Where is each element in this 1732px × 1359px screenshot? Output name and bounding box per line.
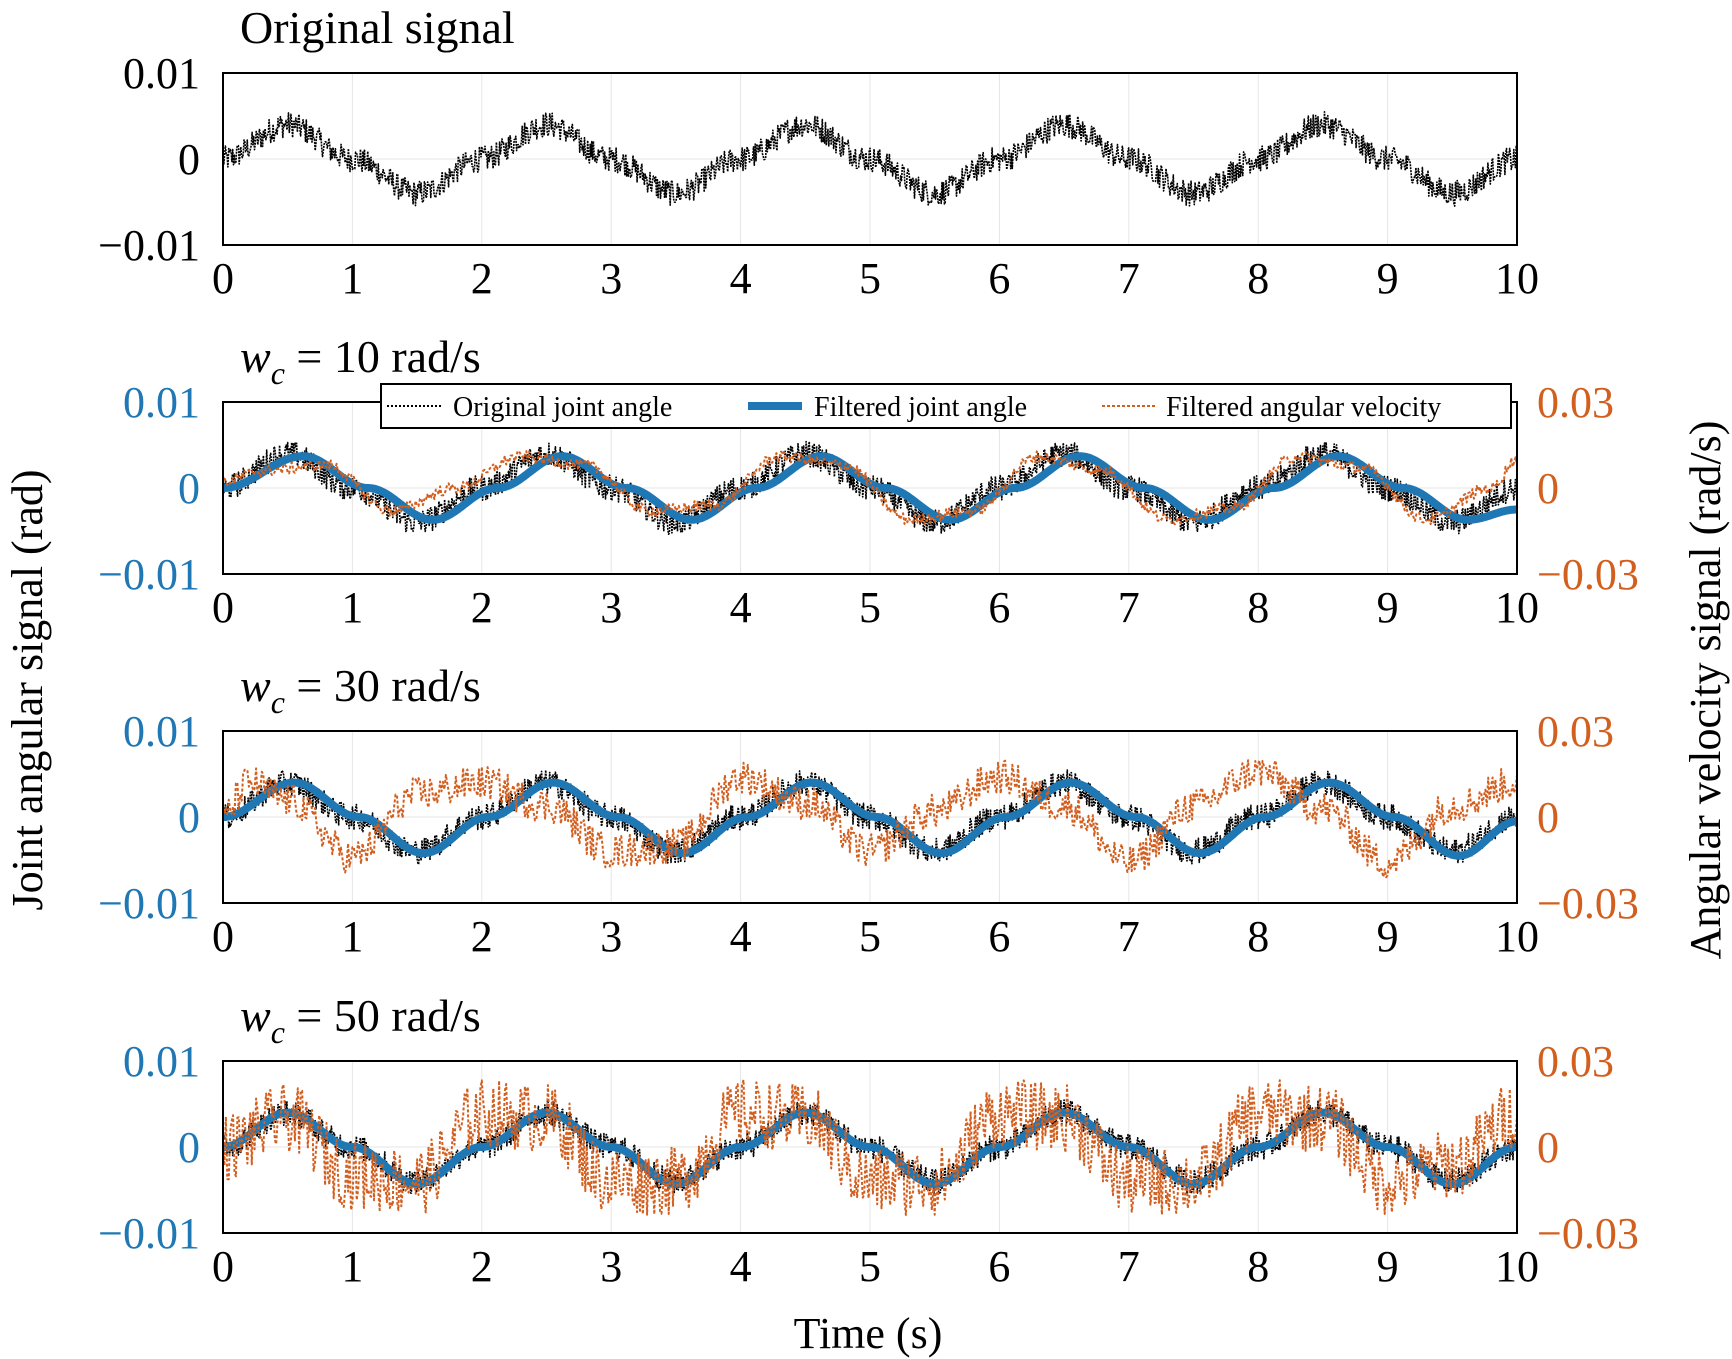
x-tick-label: 7 [1118, 912, 1140, 961]
x-tick-label: 2 [471, 912, 493, 961]
x-tick-label: 2 [471, 254, 493, 303]
x-tick-label: 3 [600, 912, 622, 961]
x-tick-label: 6 [988, 254, 1010, 303]
x-tick-label: 9 [1377, 254, 1399, 303]
legend: Original joint angle Filtered joint angl… [380, 383, 1512, 429]
x-tick-label: 10 [1495, 912, 1539, 961]
x-tick-label: 9 [1377, 912, 1399, 961]
plot-frame [222, 72, 1518, 246]
x-tick-label: 8 [1247, 254, 1269, 303]
legend-box [380, 383, 1512, 429]
y2-tick-label: 0 [1537, 793, 1559, 842]
y-tick-label: 0.01 [123, 378, 200, 427]
legend-label-original: Original joint angle [453, 392, 672, 423]
x-tick-label: 3 [600, 254, 622, 303]
series-filtered-angular-velocity [222, 1078, 1518, 1216]
series-filtered-angular-velocity [222, 449, 1518, 526]
series-filtered-joint-angle [220, 452, 1520, 524]
x-tick-label: 2 [471, 583, 493, 632]
y2-tick-label: 0 [1537, 1123, 1559, 1172]
x-tick-label: 7 [1118, 583, 1140, 632]
x-tick-label: 6 [988, 1242, 1010, 1291]
y-tick-label: 0 [178, 1123, 200, 1172]
series-original-joint-angle [222, 769, 1518, 865]
y-tick-label: 0.01 [123, 1037, 200, 1086]
y2-tick-label: 0 [1537, 464, 1559, 513]
x-tick-label: 5 [859, 1242, 881, 1291]
series-original-joint-angle [222, 111, 1518, 207]
panel-title: wc = 30 rad/s [240, 660, 481, 720]
x-tick-label: 7 [1118, 1242, 1140, 1291]
y2-tick-label: −0.03 [1537, 550, 1639, 599]
x-tick-label: 5 [859, 912, 881, 961]
y2-tick-label: 0.03 [1537, 707, 1614, 756]
x-tick-label: 0 [212, 912, 234, 961]
x-tick-label: 0 [212, 1242, 234, 1291]
x-tick-label: 8 [1247, 1242, 1269, 1291]
y-tick-label: −0.01 [98, 550, 200, 599]
panel-title: Original signal [240, 2, 515, 53]
x-tick-label: 10 [1495, 254, 1539, 303]
panel-title: wc = 10 rad/s [240, 331, 481, 391]
ylabel-right: Angular velocity signal (rad/s) [1681, 421, 1730, 960]
x-tick-label: 8 [1247, 583, 1269, 632]
y-tick-label: 0 [178, 464, 200, 513]
plot-frame [222, 1060, 1518, 1234]
x-tick-label: 0 [212, 254, 234, 303]
y2-tick-label: −0.03 [1537, 879, 1639, 928]
x-tick-label: 6 [988, 912, 1010, 961]
y-tick-label: −0.01 [98, 221, 200, 270]
x-tick-label: 1 [341, 912, 363, 961]
x-tick-label: 7 [1118, 254, 1140, 303]
y-tick-label: 0 [178, 793, 200, 842]
x-tick-label: 0 [212, 583, 234, 632]
x-tick-label: 9 [1377, 1242, 1399, 1291]
y-tick-label: −0.01 [98, 879, 200, 928]
x-tick-label: 4 [730, 912, 752, 961]
series-filtered-angular-velocity [222, 759, 1518, 879]
y2-tick-label: 0.03 [1537, 378, 1614, 427]
x-tick-label: 4 [730, 583, 752, 632]
x-tick-label: 5 [859, 583, 881, 632]
x-tick-label: 1 [341, 583, 363, 632]
x-tick-label: 3 [600, 583, 622, 632]
x-tick-label: 4 [730, 1242, 752, 1291]
y-tick-label: −0.01 [98, 1209, 200, 1258]
ylabel-left: Joint angular signal (rad) [3, 469, 52, 910]
plot-frame [222, 730, 1518, 904]
y-tick-label: 0.01 [123, 49, 200, 98]
y-tick-label: 0 [178, 135, 200, 184]
legend-label-filtered: Filtered joint angle [814, 392, 1027, 423]
legend-label-velocity: Filtered angular velocity [1166, 392, 1441, 423]
x-tick-label: 9 [1377, 583, 1399, 632]
x-tick-label: 10 [1495, 1242, 1539, 1291]
y2-tick-label: −0.03 [1537, 1209, 1639, 1258]
x-tick-label: 3 [600, 1242, 622, 1291]
x-tick-label: 10 [1495, 583, 1539, 632]
x-tick-label: 1 [341, 254, 363, 303]
y2-tick-label: 0.03 [1537, 1037, 1614, 1086]
x-tick-label: 1 [341, 1242, 363, 1291]
x-tick-label: 5 [859, 254, 881, 303]
x-tick-label: 8 [1247, 912, 1269, 961]
panel-title: wc = 50 rad/s [240, 990, 481, 1050]
series-filtered-joint-angle [220, 1108, 1520, 1188]
series-original-joint-angle [222, 440, 1518, 535]
x-tick-label: 6 [988, 583, 1010, 632]
xlabel: Time (s) [794, 1309, 943, 1358]
y-tick-label: 0.01 [123, 707, 200, 756]
x-tick-label: 4 [730, 254, 752, 303]
x-tick-label: 2 [471, 1242, 493, 1291]
